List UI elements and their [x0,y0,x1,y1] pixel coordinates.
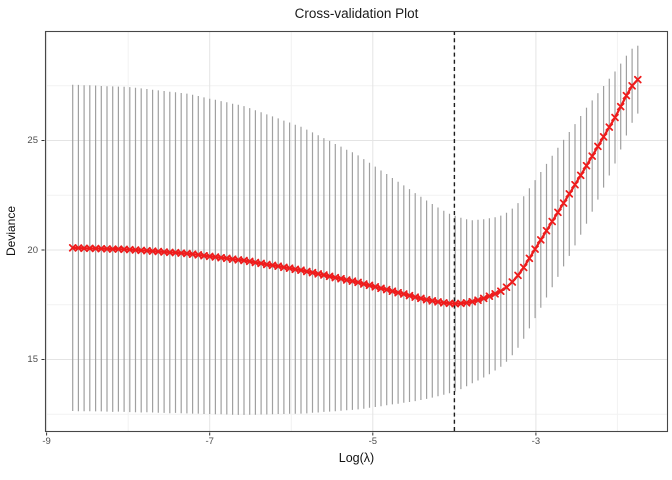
x-tick-label: -5 [368,436,378,447]
panel-border [44,30,669,433]
x-tick-label: -3 [531,436,541,447]
x-axis-title: Log(λ) [338,451,375,465]
cv-point-markers [68,75,642,308]
plot-panel [41,30,669,436]
plot-svg [41,30,669,436]
chart-title: Cross-validation Plot [294,6,419,21]
cv-curve-line [72,78,639,305]
y-tick-label: 15 [27,354,38,365]
x-tick-label: -9 [42,436,51,447]
axis-tick-marks [41,140,537,436]
y-tick-label: 20 [27,244,38,256]
x-tick-label: -7 [205,436,214,447]
y-tick-label: 25 [27,135,38,146]
